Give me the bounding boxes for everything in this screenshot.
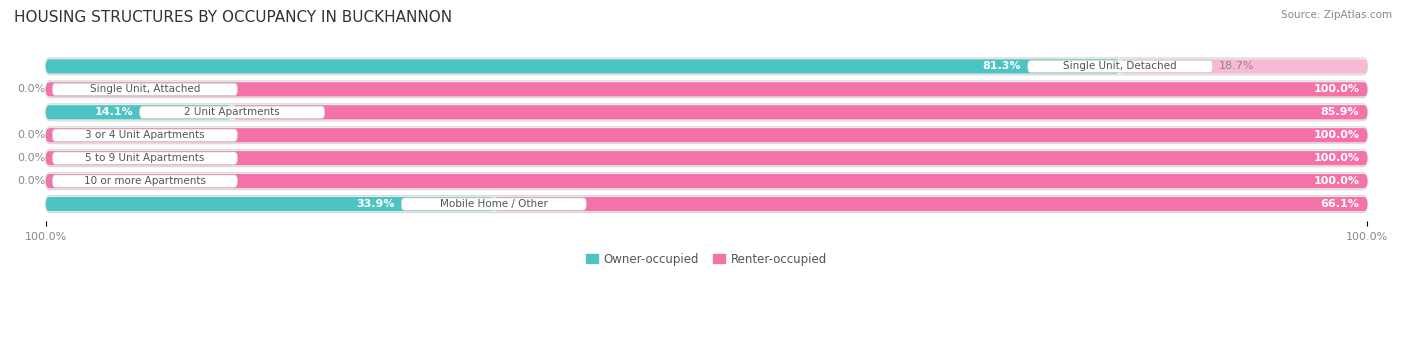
- FancyBboxPatch shape: [46, 81, 1368, 98]
- Text: 85.9%: 85.9%: [1320, 107, 1360, 117]
- Text: 0.0%: 0.0%: [17, 176, 46, 186]
- FancyBboxPatch shape: [46, 105, 232, 119]
- Text: 5 to 9 Unit Apartments: 5 to 9 Unit Apartments: [86, 153, 205, 163]
- FancyBboxPatch shape: [52, 129, 238, 142]
- FancyBboxPatch shape: [139, 106, 325, 118]
- FancyBboxPatch shape: [52, 175, 238, 187]
- FancyBboxPatch shape: [46, 150, 1368, 167]
- Text: 14.1%: 14.1%: [94, 107, 134, 117]
- FancyBboxPatch shape: [1028, 60, 1213, 73]
- Text: 10 or more Apartments: 10 or more Apartments: [84, 176, 205, 186]
- FancyBboxPatch shape: [232, 105, 1368, 119]
- FancyBboxPatch shape: [1121, 59, 1368, 74]
- FancyBboxPatch shape: [401, 198, 586, 210]
- FancyBboxPatch shape: [52, 83, 238, 95]
- FancyBboxPatch shape: [46, 104, 1368, 121]
- Text: 0.0%: 0.0%: [17, 153, 46, 163]
- FancyBboxPatch shape: [46, 82, 1368, 96]
- FancyBboxPatch shape: [46, 173, 1368, 189]
- FancyBboxPatch shape: [52, 152, 238, 165]
- Text: 100.0%: 100.0%: [1313, 153, 1360, 163]
- Text: 0.0%: 0.0%: [17, 84, 46, 94]
- Text: 100.0%: 100.0%: [1313, 130, 1360, 140]
- FancyBboxPatch shape: [46, 151, 1368, 165]
- Text: 100.0%: 100.0%: [1313, 84, 1360, 94]
- Legend: Owner-occupied, Renter-occupied: Owner-occupied, Renter-occupied: [581, 248, 832, 271]
- Text: 3 or 4 Unit Apartments: 3 or 4 Unit Apartments: [86, 130, 205, 140]
- Text: Source: ZipAtlas.com: Source: ZipAtlas.com: [1281, 10, 1392, 20]
- FancyBboxPatch shape: [46, 197, 494, 211]
- Text: 33.9%: 33.9%: [356, 199, 395, 209]
- Text: HOUSING STRUCTURES BY OCCUPANCY IN BUCKHANNON: HOUSING STRUCTURES BY OCCUPANCY IN BUCKH…: [14, 10, 453, 25]
- Text: Single Unit, Attached: Single Unit, Attached: [90, 84, 200, 94]
- FancyBboxPatch shape: [46, 174, 1368, 188]
- FancyBboxPatch shape: [46, 127, 1368, 144]
- FancyBboxPatch shape: [46, 58, 1368, 75]
- Text: Single Unit, Detached: Single Unit, Detached: [1063, 62, 1177, 71]
- Text: 100.0%: 100.0%: [1313, 176, 1360, 186]
- Text: 81.3%: 81.3%: [983, 62, 1021, 71]
- Text: 66.1%: 66.1%: [1320, 199, 1360, 209]
- Text: Mobile Home / Other: Mobile Home / Other: [440, 199, 548, 209]
- FancyBboxPatch shape: [46, 196, 1368, 213]
- FancyBboxPatch shape: [46, 128, 1368, 142]
- FancyBboxPatch shape: [494, 197, 1368, 211]
- Text: 18.7%: 18.7%: [1219, 62, 1254, 71]
- Text: 0.0%: 0.0%: [17, 130, 46, 140]
- Text: 2 Unit Apartments: 2 Unit Apartments: [184, 107, 280, 117]
- FancyBboxPatch shape: [46, 59, 1121, 74]
